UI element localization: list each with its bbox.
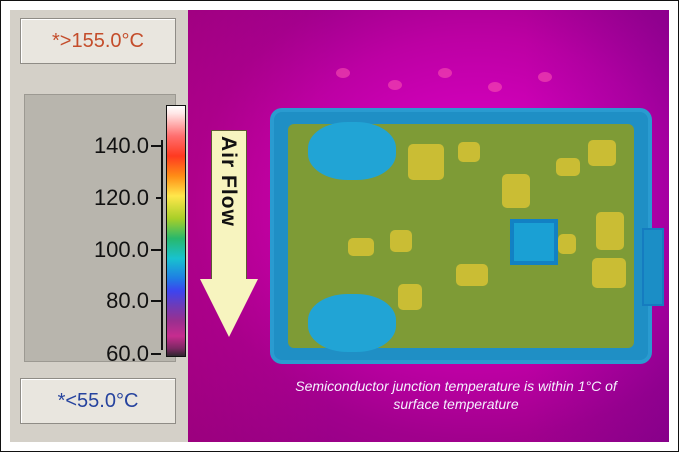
color-scale-icon: [166, 105, 186, 357]
tick-label-60: 60.0: [106, 341, 149, 366]
warm-component: [592, 258, 626, 288]
hot-spot: [336, 68, 350, 78]
tick-mark-120: [156, 197, 161, 199]
board-surface: [288, 122, 634, 352]
hot-spot: [488, 82, 502, 92]
tick-mark-80: [151, 300, 161, 302]
air-flow-label: Air Flow: [217, 136, 240, 227]
cool-component: [510, 219, 558, 265]
circuit-board: [274, 112, 664, 360]
hot-spot: [388, 80, 402, 90]
tick-label-80: 80.0: [106, 288, 149, 313]
connector-port: [642, 228, 664, 306]
tick-mark-100: [151, 249, 161, 251]
warm-component: [556, 158, 580, 176]
warm-component: [408, 144, 444, 180]
thermal-image: Air Flow Semiconductor junction temperat…: [188, 10, 669, 442]
arrow-head: [199, 278, 259, 338]
warm-component: [588, 140, 616, 166]
warm-component: [596, 212, 624, 250]
scale-ticks: 140.0 120.0 100.0 80.0 60.0: [25, 95, 161, 365]
cool-region: [308, 294, 396, 352]
cool-region: [308, 122, 396, 180]
warm-component: [458, 142, 480, 162]
warm-component: [456, 264, 488, 286]
tick-mark-140: [151, 145, 161, 147]
temperature-caption: Semiconductor junction temperature is wi…: [295, 378, 617, 412]
tick-label-120: 120.0: [93, 185, 149, 210]
arrow-shaft: [211, 130, 247, 281]
scale-axis: [161, 140, 163, 350]
warm-component: [348, 238, 374, 256]
tick-label-140: 140.0: [93, 133, 149, 158]
air-flow-arrow-icon: Air Flow: [199, 130, 259, 344]
warm-component: [502, 174, 530, 208]
warm-component: [558, 234, 576, 254]
tick-mark-60: [151, 353, 161, 355]
hot-spot: [538, 72, 552, 82]
min-temp-readout: *<55.0°C: [20, 378, 176, 424]
tick-label-100: 100.0: [93, 237, 149, 262]
warm-component: [398, 284, 422, 310]
warm-component: [390, 230, 412, 252]
temperature-legend: 140.0 120.0 100.0 80.0 60.0: [24, 94, 186, 365]
legend-panel: *>155.0°C 140.0 120.0 100.0 80.0 60.0 *<…: [10, 10, 188, 442]
max-temp-readout: *>155.0°C: [20, 18, 176, 64]
hot-spot: [438, 68, 452, 78]
